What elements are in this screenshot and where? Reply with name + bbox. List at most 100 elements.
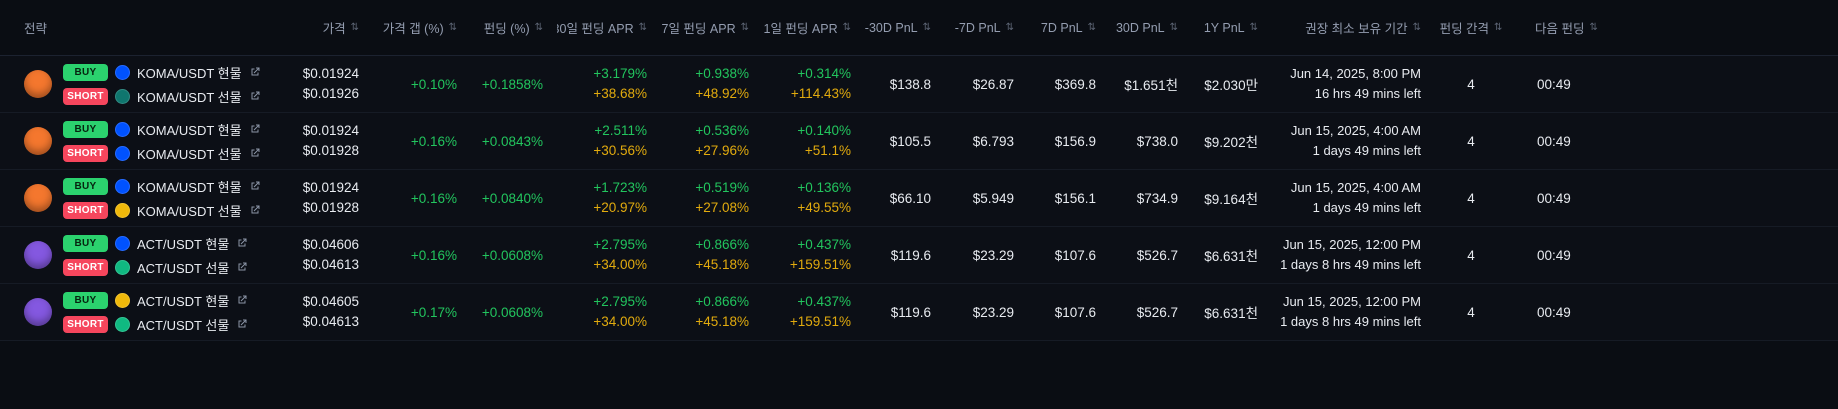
next-funding-cell: 00:49 [1507, 77, 1838, 92]
pnl-minus-30d-cell: $119.6 [865, 248, 945, 263]
hold-date: Jun 15, 2025, 12:00 PM [1282, 294, 1421, 310]
col-header-apr-30d[interactable]: -30일 펀딩 APR ⇅ [557, 18, 661, 37]
col-header-funding-interval[interactable]: 펀딩 간격 ⇅ [1435, 18, 1507, 37]
external-link-icon[interactable] [249, 123, 261, 135]
price-cell: $0.01924 $0.01928 [285, 180, 373, 217]
col-header-apr-1d[interactable]: -1일 펀딩 APR ⇅ [763, 18, 865, 37]
apr-1d-rate: +0.314% [797, 65, 851, 81]
funding-interval-value: 4 [1467, 247, 1475, 263]
buy-pair-link[interactable]: ACT/USDT 현물 [137, 293, 230, 309]
external-link-icon[interactable] [236, 294, 248, 306]
pnl-30d-cell: $526.7 [1110, 305, 1192, 320]
table-row[interactable]: BUY ACT/USDT 현물 SHORT ACT/USDT 선물 $0.046… [0, 227, 1838, 284]
apr-30d-rate: +1.723% [593, 179, 647, 195]
apr-30d-cell: +2.795% +34.00% [557, 294, 661, 331]
pnl-7d-cell: $107.6 [1028, 305, 1110, 320]
pnl-minus-7d-cell: $6.793 [945, 134, 1028, 149]
buy-price: $0.01924 [302, 122, 359, 138]
col-header-price[interactable]: 가격 ⇅ [285, 18, 373, 37]
external-link-icon[interactable] [236, 261, 248, 273]
short-pair-link[interactable]: KOMA/USDT 선물 [137, 146, 242, 162]
table-row[interactable]: BUY KOMA/USDT 현물 SHORT KOMA/USDT 선물 $0.0… [0, 170, 1838, 227]
col-header-pnl-minus-30d[interactable]: -30D PnL ⇅ [865, 21, 945, 35]
external-link-icon[interactable] [249, 180, 261, 192]
buy-pair-link[interactable]: KOMA/USDT 현물 [137, 65, 242, 81]
short-pair-link[interactable]: ACT/USDT 선물 [137, 317, 230, 333]
buy-pair-link[interactable]: ACT/USDT 현물 [137, 236, 230, 252]
buy-pair-link[interactable]: KOMA/USDT 현물 [137, 122, 242, 138]
pnl-minus-30d-cell: $105.5 [865, 134, 945, 149]
short-pair-link[interactable]: KOMA/USDT 선물 [137, 203, 242, 219]
pnl-30d-cell: $1.651천 [1110, 74, 1192, 94]
col-label: 가격 갭 (%) [382, 22, 444, 36]
hold-date: Jun 15, 2025, 4:00 AM [1290, 123, 1421, 139]
buy-exchange-icon [115, 292, 130, 308]
col-header-pnl-30d[interactable]: 30D PnL ⇅ [1110, 21, 1192, 35]
external-link-icon[interactable] [249, 147, 261, 159]
hold-remaining: 16 hrs 49 mins left [1314, 85, 1421, 101]
table-row[interactable]: BUY KOMA/USDT 현물 SHORT KOMA/USDT 선물 $0.0… [0, 56, 1838, 113]
price-cell: $0.01924 $0.01926 [285, 66, 373, 103]
buy-leg: BUY KOMA/USDT 현물 [63, 120, 261, 139]
hold-period-cell: Jun 15, 2025, 4:00 AM 1 days 49 mins lef… [1272, 180, 1435, 216]
col-header-pnl-7d[interactable]: 7D PnL ⇅ [1028, 21, 1110, 35]
sort-icon: ⇅ [1169, 22, 1178, 33]
external-link-icon[interactable] [249, 204, 261, 216]
apr-30d-rate: +3.179% [593, 65, 647, 81]
buy-badge: BUY [63, 291, 108, 309]
pnl-30d-cell: $738.0 [1110, 134, 1192, 149]
pnl-1y-cell: $2.030만 [1192, 74, 1272, 94]
pnl-minus-7d-value: $26.87 [972, 76, 1014, 92]
col-header-pnl-minus-7d[interactable]: -7D PnL ⇅ [945, 21, 1028, 35]
apr-7d-annual: +48.92% [695, 85, 749, 101]
short-exchange-icon [115, 88, 130, 104]
col-header-apr-7d[interactable]: -7일 펀딩 APR ⇅ [661, 18, 763, 37]
next-funding-countdown: 00:49 [1537, 133, 1571, 149]
pnl-minus-7d-cell: $23.29 [945, 305, 1028, 320]
table-body: BUY KOMA/USDT 현물 SHORT KOMA/USDT 선물 $0.0… [0, 56, 1838, 341]
pnl-minus-7d-value: $23.29 [972, 247, 1014, 263]
apr-7d-rate: +0.866% [695, 293, 749, 309]
pnl-7d-cell: $369.8 [1028, 77, 1110, 92]
col-header-pnl-1y[interactable]: 1Y PnL ⇅ [1192, 21, 1272, 35]
hold-date: Jun 14, 2025, 8:00 PM [1290, 66, 1421, 82]
buy-badge: BUY [63, 234, 108, 252]
sort-icon: ⇅ [350, 22, 359, 33]
pnl-1y-cell: $6.631천 [1192, 302, 1272, 322]
apr-30d-annual: +20.97% [593, 199, 647, 215]
col-header-next-funding[interactable]: 다음 펀딩 ⇅ [1507, 18, 1838, 37]
pnl-1y-value: $2.030만 [1204, 78, 1258, 93]
funding-interval-cell: 4 [1435, 77, 1507, 92]
buy-exchange-icon [115, 121, 130, 137]
col-header-funding[interactable]: 펀딩 (%) ⇅ [471, 18, 557, 37]
col-label: 가격 [322, 22, 346, 36]
pnl-minus-30d-value: $119.6 [890, 247, 931, 263]
table-row[interactable]: BUY KOMA/USDT 현물 SHORT KOMA/USDT 선물 $0.0… [0, 113, 1838, 170]
apr-30d-rate: +2.795% [593, 293, 647, 309]
external-link-icon[interactable] [236, 318, 248, 330]
pnl-1y-value: $6.631천 [1204, 249, 1258, 264]
strategy-cell: BUY KOMA/USDT 현물 SHORT KOMA/USDT 선물 [0, 177, 285, 220]
price-gap-value: +0.16% [410, 133, 457, 149]
short-price: $0.01928 [302, 142, 359, 158]
col-header-price-gap[interactable]: 가격 갭 (%) ⇅ [373, 18, 471, 37]
col-header-min-hold[interactable]: 권장 최소 보유 기간 ⇅ [1272, 18, 1435, 37]
price-gap-value: +0.16% [410, 247, 457, 263]
external-link-icon[interactable] [249, 66, 261, 78]
short-pair-link[interactable]: ACT/USDT 선물 [137, 260, 230, 276]
apr-30d-annual: +38.68% [593, 85, 647, 101]
apr-30d-annual: +34.00% [593, 313, 647, 329]
hold-date: Jun 15, 2025, 12:00 PM [1282, 237, 1421, 253]
funding-interval-cell: 4 [1435, 248, 1507, 263]
external-link-icon[interactable] [249, 90, 261, 102]
external-link-icon[interactable] [236, 237, 248, 249]
table-row[interactable]: BUY ACT/USDT 현물 SHORT ACT/USDT 선물 $0.046… [0, 284, 1838, 341]
funding-cell: +0.1858% [471, 77, 557, 92]
pnl-30d-value: $526.7 [1136, 247, 1178, 263]
apr-30d-cell: +3.179% +38.68% [557, 66, 661, 103]
buy-pair-link[interactable]: KOMA/USDT 현물 [137, 179, 242, 195]
funding-interval-value: 4 [1467, 76, 1475, 92]
pnl-minus-7d-cell: $23.29 [945, 248, 1028, 263]
short-pair-link[interactable]: KOMA/USDT 선물 [137, 89, 242, 105]
sort-icon: ⇅ [1087, 22, 1096, 33]
